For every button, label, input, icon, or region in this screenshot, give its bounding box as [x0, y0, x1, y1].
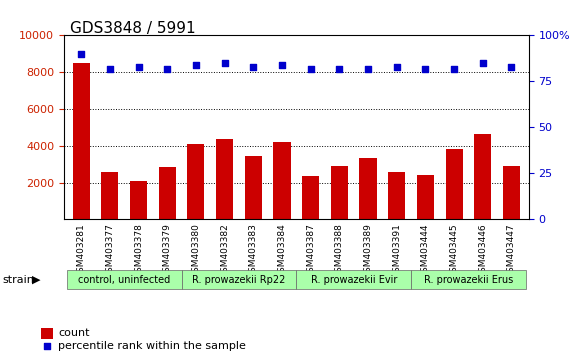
Bar: [216, 139, 233, 219]
Bar: [187, 144, 205, 219]
Point: [249, 64, 258, 69]
Text: GSM403447: GSM403447: [507, 223, 516, 278]
Text: strain: strain: [3, 275, 35, 285]
Bar: [446, 149, 462, 219]
Point: [335, 66, 344, 72]
Bar: [101, 172, 119, 219]
Bar: [41, 328, 53, 339]
Text: GSM403444: GSM403444: [421, 223, 430, 278]
Text: R. prowazekii Evir: R. prowazekii Evir: [310, 275, 397, 285]
Text: GSM403445: GSM403445: [450, 223, 458, 278]
Text: count: count: [58, 329, 89, 338]
Point: [392, 64, 401, 69]
Point: [306, 66, 315, 72]
Point: [363, 66, 372, 72]
Text: GSM403281: GSM403281: [77, 223, 85, 278]
Bar: [245, 156, 262, 219]
Point: [163, 66, 172, 72]
Text: GSM403388: GSM403388: [335, 223, 344, 278]
Text: GSM403446: GSM403446: [478, 223, 487, 278]
Point: [478, 60, 487, 66]
Text: GDS3848 / 5991: GDS3848 / 5991: [70, 21, 195, 36]
FancyBboxPatch shape: [411, 270, 526, 289]
FancyBboxPatch shape: [296, 270, 411, 289]
Bar: [302, 176, 320, 219]
Text: control, uninfected: control, uninfected: [78, 275, 170, 285]
Text: GSM403380: GSM403380: [191, 223, 200, 278]
Bar: [388, 172, 406, 219]
Text: GSM403377: GSM403377: [105, 223, 114, 278]
Point: [507, 64, 516, 69]
FancyBboxPatch shape: [181, 270, 296, 289]
Text: GSM403387: GSM403387: [306, 223, 315, 278]
Bar: [503, 166, 520, 219]
Point: [220, 60, 229, 66]
Text: ▶: ▶: [32, 275, 41, 285]
Point: [337, 295, 346, 301]
FancyBboxPatch shape: [67, 270, 181, 289]
Bar: [331, 166, 348, 219]
Point: [450, 66, 459, 72]
Bar: [417, 175, 434, 219]
Point: [134, 64, 143, 69]
Point: [277, 62, 286, 68]
Bar: [360, 158, 376, 219]
Point: [421, 66, 430, 72]
Text: GSM403384: GSM403384: [278, 223, 286, 278]
Text: R. prowazekii Erus: R. prowazekii Erus: [424, 275, 513, 285]
Point: [191, 62, 200, 68]
Bar: [130, 181, 147, 219]
Text: GSM403383: GSM403383: [249, 223, 258, 278]
Point: [105, 66, 114, 72]
Text: GSM403382: GSM403382: [220, 223, 229, 278]
Text: GSM403379: GSM403379: [163, 223, 172, 278]
Bar: [474, 134, 492, 219]
Bar: [73, 63, 89, 219]
Bar: [273, 142, 290, 219]
Text: GSM403389: GSM403389: [364, 223, 372, 278]
Point: [77, 51, 86, 57]
Text: GSM403378: GSM403378: [134, 223, 143, 278]
Text: R. prowazekii Rp22: R. prowazekii Rp22: [192, 275, 286, 285]
Text: GSM403391: GSM403391: [392, 223, 401, 278]
Bar: [159, 167, 176, 219]
Text: percentile rank within the sample: percentile rank within the sample: [58, 341, 246, 351]
